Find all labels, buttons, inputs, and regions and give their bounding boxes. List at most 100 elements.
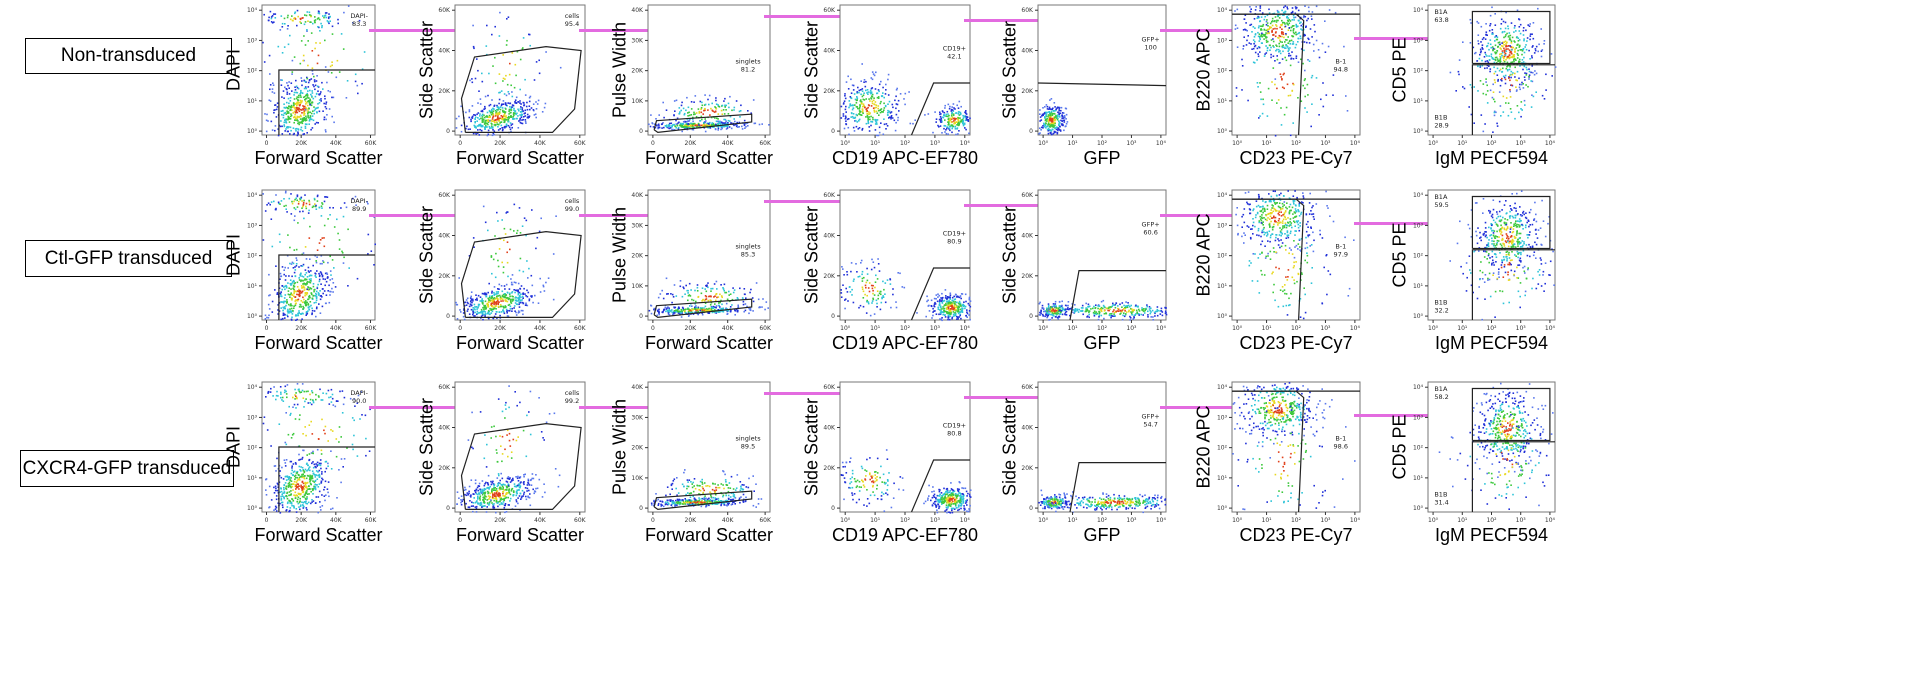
event-dot bbox=[503, 93, 506, 95]
event-dot bbox=[883, 107, 886, 109]
event-dot bbox=[526, 108, 529, 111]
event-dot bbox=[316, 18, 319, 20]
event-dot bbox=[944, 131, 946, 133]
event-dot bbox=[310, 78, 313, 80]
event-dot bbox=[1345, 95, 1347, 97]
event-dot bbox=[1042, 114, 1044, 117]
event-dot bbox=[489, 299, 491, 301]
event-dot bbox=[736, 310, 739, 313]
event-dot bbox=[657, 310, 659, 313]
event-dot bbox=[1505, 48, 1508, 50]
event-dot bbox=[287, 308, 289, 311]
event-dot bbox=[314, 203, 316, 205]
event-dot bbox=[310, 278, 312, 280]
event-dot bbox=[304, 105, 306, 108]
event-dot bbox=[935, 121, 937, 123]
event-dot bbox=[870, 120, 872, 123]
event-dot bbox=[700, 292, 703, 295]
event-dot bbox=[692, 118, 694, 120]
event-dot bbox=[1252, 39, 1255, 41]
event-dot bbox=[874, 120, 877, 122]
y-tick-label: 10K bbox=[631, 283, 644, 290]
event-dot bbox=[316, 85, 319, 88]
event-dot bbox=[1530, 80, 1532, 82]
event-dot bbox=[499, 314, 501, 317]
event-dot bbox=[868, 98, 870, 100]
event-dot bbox=[844, 108, 847, 111]
event-dot bbox=[688, 294, 691, 296]
event-dot bbox=[1531, 65, 1533, 67]
event-dot bbox=[1276, 19, 1278, 22]
event-dot bbox=[510, 116, 512, 118]
event-dot bbox=[502, 77, 505, 80]
event-dot bbox=[296, 119, 299, 122]
event-dot bbox=[500, 104, 503, 107]
event-dot bbox=[484, 128, 486, 130]
event-dot bbox=[520, 111, 522, 113]
event-dot bbox=[270, 21, 273, 23]
event-dot bbox=[324, 66, 327, 68]
event-dot bbox=[709, 121, 711, 124]
event-dot bbox=[519, 295, 521, 297]
event-dot bbox=[492, 113, 495, 116]
event-dot bbox=[675, 123, 678, 125]
event-dot bbox=[658, 312, 660, 314]
event-dot bbox=[315, 301, 317, 304]
event-dot bbox=[865, 80, 867, 83]
event-dot bbox=[305, 103, 307, 105]
event-dot bbox=[1514, 41, 1516, 43]
event-dot bbox=[703, 299, 706, 302]
event-dot bbox=[286, 88, 288, 91]
event-dot bbox=[885, 123, 888, 125]
event-dot bbox=[1265, 52, 1268, 54]
event-dot bbox=[1049, 108, 1051, 110]
event-dot bbox=[282, 306, 284, 309]
event-dot bbox=[883, 109, 885, 111]
event-dot bbox=[675, 99, 678, 102]
event-dot bbox=[321, 296, 323, 298]
event-dot bbox=[711, 102, 713, 105]
event-dot bbox=[491, 99, 493, 101]
event-dot bbox=[304, 194, 306, 196]
event-dot bbox=[347, 285, 349, 287]
event-dot bbox=[273, 200, 275, 203]
event-dot bbox=[512, 298, 515, 301]
event-dot bbox=[1307, 17, 1309, 20]
event-dot bbox=[712, 123, 715, 126]
event-dot bbox=[698, 126, 701, 128]
event-dot bbox=[947, 113, 949, 115]
event-dot bbox=[1267, 30, 1270, 33]
event-dot bbox=[652, 126, 655, 128]
event-dot bbox=[1517, 49, 1519, 52]
event-dot bbox=[701, 101, 703, 104]
event-dot bbox=[727, 125, 729, 127]
event-dot bbox=[714, 117, 716, 119]
gating-arrow bbox=[764, 196, 858, 206]
gate-name: cells bbox=[565, 197, 580, 205]
event-dot bbox=[309, 281, 312, 284]
event-dot bbox=[657, 127, 659, 130]
event-dot bbox=[727, 119, 730, 122]
event-dot bbox=[1533, 73, 1536, 76]
event-dot bbox=[507, 315, 510, 317]
event-dot bbox=[302, 279, 304, 282]
event-dot bbox=[522, 116, 525, 118]
event-dot bbox=[472, 300, 474, 302]
event-dot bbox=[458, 277, 460, 279]
event-dot bbox=[292, 106, 294, 108]
event-dot bbox=[374, 243, 376, 246]
event-dot bbox=[1309, 28, 1312, 30]
event-dot bbox=[303, 133, 305, 135]
event-dot bbox=[659, 293, 662, 295]
event-dot bbox=[481, 292, 484, 295]
event-dot bbox=[960, 120, 963, 123]
event-dot bbox=[484, 315, 486, 318]
event-dot bbox=[650, 114, 652, 116]
event-dot bbox=[1261, 35, 1263, 38]
event-dot bbox=[511, 52, 514, 54]
event-dot bbox=[1051, 124, 1053, 126]
event-dot bbox=[327, 21, 330, 23]
event-dot bbox=[1050, 133, 1053, 136]
event-dot bbox=[752, 99, 755, 101]
event-dot bbox=[1304, 5, 1306, 7]
